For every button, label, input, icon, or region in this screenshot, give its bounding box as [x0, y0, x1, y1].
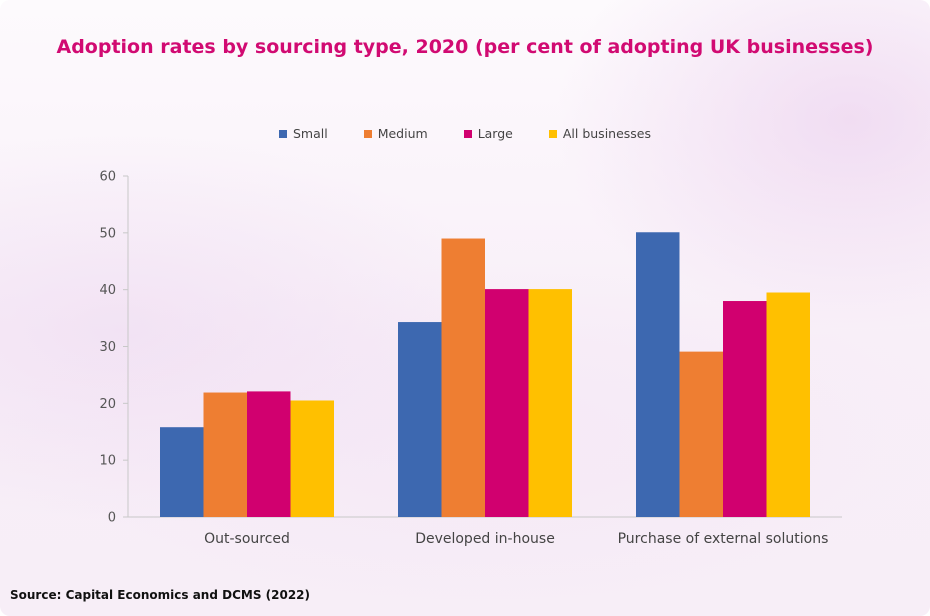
bar-all-businesses	[290, 400, 334, 517]
bar-large	[485, 289, 529, 517]
bar-large	[723, 301, 767, 517]
bar-medium	[679, 351, 723, 517]
y-tick-label: 50	[99, 226, 116, 241]
legend: Small Medium Large All businesses	[0, 126, 930, 141]
y-tick-label: 40	[99, 283, 116, 298]
bar-medium	[441, 238, 485, 517]
bar-small	[160, 427, 204, 517]
y-tick-label: 20	[99, 397, 116, 412]
legend-swatch-small	[278, 129, 287, 138]
bar-large	[247, 391, 291, 517]
bar-small	[398, 322, 442, 517]
y-tick-label: 60	[99, 170, 116, 185]
legend-label-large: Large	[477, 126, 513, 141]
y-tick-label: 30	[99, 340, 116, 355]
legend-swatch-large	[463, 129, 472, 138]
bar-all-businesses	[766, 292, 810, 517]
legend-item-large: Large	[463, 126, 513, 141]
x-category-label: Purchase of external solutions	[618, 531, 829, 547]
x-category-label: Out-sourced	[204, 531, 290, 547]
legend-swatch-medium	[363, 129, 372, 138]
bar-small	[636, 232, 680, 517]
x-category-label: Developed in-house	[415, 531, 555, 547]
legend-item-all-businesses: All businesses	[548, 126, 652, 141]
legend-label-medium: Medium	[377, 126, 428, 141]
source-note: Source: Capital Economics and DCMS (2022…	[10, 588, 311, 602]
legend-label-small: Small	[292, 126, 328, 141]
legend-swatch-all-businesses	[548, 129, 557, 138]
legend-item-medium: Medium	[363, 126, 428, 141]
legend-item-small: Small	[278, 126, 328, 141]
y-tick-label: 0	[108, 511, 116, 526]
bar-medium	[203, 392, 247, 517]
y-tick-label: 10	[99, 454, 116, 469]
legend-label-all-businesses: All businesses	[562, 126, 652, 141]
bar-all-businesses	[528, 289, 572, 517]
chart-title: Adoption rates by sourcing type, 2020 (p…	[56, 36, 874, 58]
